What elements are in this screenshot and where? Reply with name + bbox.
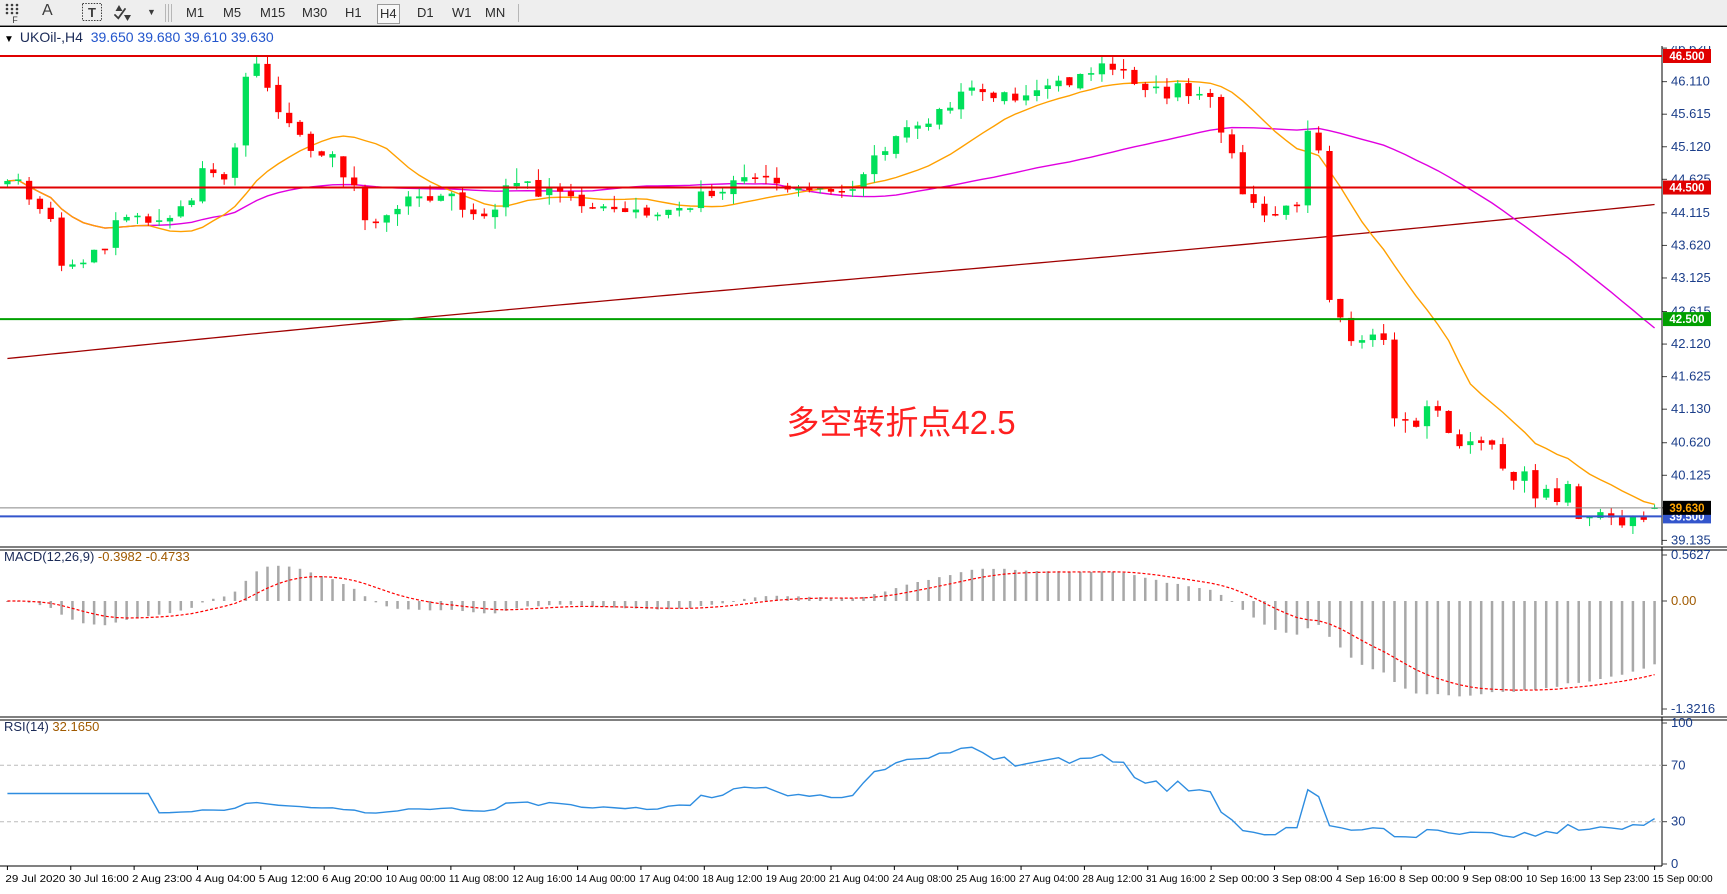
svg-text:29 Jul 2020: 29 Jul 2020 — [5, 874, 65, 885]
svg-text:13 Sep 23:00: 13 Sep 23:00 — [1589, 874, 1649, 885]
svg-text:24 Aug 08:00: 24 Aug 08:00 — [892, 874, 952, 885]
svg-text:15 Sep 00:00: 15 Sep 00:00 — [1653, 874, 1713, 885]
svg-text:4 Sep 16:00: 4 Sep 16:00 — [1336, 874, 1396, 885]
svg-text:30 Jul 16:00: 30 Jul 16:00 — [69, 874, 129, 885]
svg-text:10 Sep 16:00: 10 Sep 16:00 — [1526, 874, 1586, 885]
svg-text:RSI(14) 32.1650: RSI(14) 32.1650 — [4, 719, 99, 734]
svg-text:11 Aug 08:00: 11 Aug 08:00 — [449, 874, 509, 885]
svg-text:17 Aug 04:00: 17 Aug 04:00 — [639, 874, 699, 885]
svg-text:70: 70 — [1671, 757, 1685, 772]
svg-text:2 Sep 00:00: 2 Sep 00:00 — [1209, 874, 1269, 885]
svg-text:18 Aug 12:00: 18 Aug 12:00 — [702, 874, 762, 885]
svg-text:8 Sep 00:00: 8 Sep 00:00 — [1399, 874, 1459, 885]
svg-text:5 Aug 12:00: 5 Aug 12:00 — [259, 874, 319, 885]
svg-text:31 Aug 16:00: 31 Aug 16:00 — [1146, 874, 1206, 885]
svg-text:28 Aug 12:00: 28 Aug 12:00 — [1082, 874, 1142, 885]
svg-text:2 Aug 23:00: 2 Aug 23:00 — [132, 874, 192, 885]
svg-text:F: F — [12, 15, 18, 24]
svg-text:9 Sep 08:00: 9 Sep 08:00 — [1463, 874, 1523, 885]
svg-text:100: 100 — [1671, 715, 1693, 730]
svg-text:0: 0 — [1671, 856, 1678, 871]
svg-text:30: 30 — [1671, 814, 1685, 829]
svg-text:10 Aug 00:00: 10 Aug 00:00 — [386, 874, 446, 885]
svg-text:3 Sep 08:00: 3 Sep 08:00 — [1272, 874, 1332, 885]
svg-text:27 Aug 04:00: 27 Aug 04:00 — [1019, 874, 1079, 885]
svg-text:19 Aug 20:00: 19 Aug 20:00 — [766, 874, 826, 885]
svg-text:21 Aug 04:00: 21 Aug 04:00 — [829, 874, 889, 885]
svg-text:14 Aug 00:00: 14 Aug 00:00 — [576, 874, 636, 885]
svg-text:12 Aug 16:00: 12 Aug 16:00 — [512, 874, 572, 885]
svg-text:6 Aug 20:00: 6 Aug 20:00 — [322, 874, 382, 885]
svg-text:T: T — [88, 5, 96, 20]
svg-text:4 Aug 04:00: 4 Aug 04:00 — [195, 874, 255, 885]
svg-text:25 Aug 16:00: 25 Aug 16:00 — [956, 874, 1016, 885]
